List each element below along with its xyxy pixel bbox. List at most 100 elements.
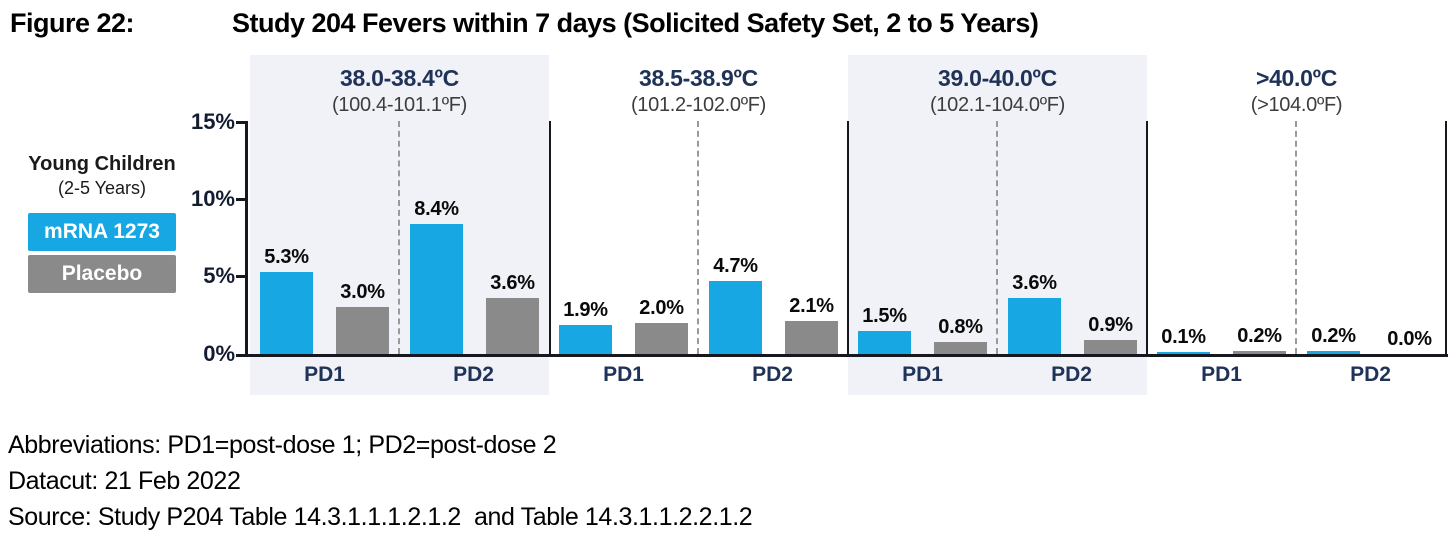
pd1-bar-group: 5.3% 3.0% — [250, 121, 399, 354]
panel-separator-line — [549, 121, 551, 354]
bar-value-label: 3.0% — [340, 281, 385, 304]
abbreviations-note: Abbreviations: PD1=post-dose 1; PD2=post… — [8, 431, 557, 459]
panel-separator-line — [1146, 121, 1148, 354]
bar-value-label: 5.3% — [264, 245, 309, 268]
bar-slot: 0.9% — [1084, 121, 1137, 354]
pd2-label: PD2 — [1350, 363, 1391, 386]
mrna1273-bar — [559, 324, 612, 354]
bar-value-label: 2.0% — [639, 296, 684, 319]
y-tick-5 — [236, 275, 248, 278]
panel-plot-area: 1.9% 2.0% 4.7% 2.1% — [549, 121, 848, 354]
panel-range-celsius: >40.0ºC — [1255, 65, 1338, 91]
pd-divider-dashed-line — [1295, 121, 1297, 354]
y-axis-line — [245, 121, 248, 357]
panel-range-fahrenheit: (101.2-102.0ºF) — [630, 94, 767, 116]
pd-divider-dashed-line — [996, 121, 998, 354]
placebo-bar — [336, 307, 389, 354]
bar-slot: 3.6% — [486, 121, 539, 354]
bar-slot: 4.7% — [709, 121, 762, 354]
y-tick-15 — [236, 121, 248, 124]
dose-labels: PD1 PD2 — [549, 354, 848, 395]
source-note: Source: Study P204 Table 14.3.1.1.1.2.1.… — [8, 503, 753, 531]
pd2-bar-group: 0.2% 0.0% — [1297, 121, 1446, 354]
panel-plot-area: 1.5% 0.8% 3.6% 0.9% — [848, 121, 1147, 354]
legend-age-range: (2-5 Years) — [57, 178, 147, 198]
y-tick-10 — [236, 198, 248, 201]
bar-value-label: 4.7% — [713, 255, 758, 277]
bar-value-label: 1.9% — [563, 298, 608, 321]
placebo-bar — [635, 322, 688, 354]
pd1-bar-group: 1.9% 2.0% — [549, 121, 698, 354]
dose-labels: PD1 PD2 — [848, 354, 1147, 395]
figure-footnotes: Abbreviations: PD1=post-dose 1; PD2=post… — [8, 427, 753, 535]
pd1-label: PD1 — [1201, 363, 1242, 386]
placebo-bar — [1084, 340, 1137, 354]
datacut-note: Datacut: 21 Feb 2022 — [8, 467, 241, 495]
placebo-bar — [785, 321, 838, 354]
bar-value-label: 8.4% — [414, 197, 459, 220]
panel-fever-gt-40-0: >40.0ºC (>104.0ºF) 0.1% 0.2% — [1147, 55, 1446, 395]
mrna1273-bar — [1008, 298, 1061, 354]
bar-value-label: 0.2% — [1311, 324, 1356, 347]
pd2-label: PD2 — [1051, 363, 1092, 386]
mrna1273-bar — [410, 223, 463, 354]
bar-slot: 3.0% — [336, 121, 389, 354]
pd1-label: PD1 — [603, 363, 644, 386]
bar-slot: 0.0% — [1383, 121, 1436, 354]
pd2-bar-group: 3.6% 0.9% — [998, 121, 1147, 354]
pd1-label: PD1 — [902, 363, 943, 386]
dose-labels: PD1 PD2 — [250, 354, 549, 395]
pd1-label: PD1 — [304, 363, 345, 386]
y-tick-label-5: 5% — [203, 263, 235, 288]
x-axis-line — [236, 354, 1448, 357]
chart-legend: Young Children (2-5 Years) mRNA 1273 Pla… — [8, 152, 196, 293]
y-tick-label-15: 15% — [190, 109, 235, 134]
panel-header: 38.5-38.9ºC (101.2-102.0ºF) — [549, 55, 848, 121]
bar-value-label: 0.1% — [1161, 325, 1206, 348]
bar-slot: 3.6% — [1008, 121, 1061, 354]
panel-header: 39.0-40.0ºC (102.1-104.0ºF) — [848, 55, 1147, 121]
panel-range-celsius: 39.0-40.0ºC — [938, 65, 1057, 91]
panel-fever-38-5-to-38-9: 38.5-38.9ºC (101.2-102.0ºF) 1.9% 2.0% — [549, 55, 848, 395]
pd-divider-dashed-line — [398, 121, 400, 354]
mrna1273-bar — [1157, 351, 1210, 354]
panel-separator-line — [847, 121, 849, 354]
panel-range-celsius: 38.0-38.4ºC — [340, 65, 459, 91]
dose-labels: PD1 PD2 — [1147, 354, 1446, 395]
bar-slot: 5.3% — [260, 121, 313, 354]
panel-range-fahrenheit: (>104.0ºF) — [1250, 94, 1343, 116]
figure-title: Study 204 Fevers within 7 days (Solicite… — [232, 8, 1039, 38]
figure-number: Figure 22: — [10, 8, 135, 38]
bar-value-label: 1.5% — [862, 304, 907, 327]
mrna1273-bar — [1307, 350, 1360, 354]
pd-divider-dashed-line — [697, 121, 699, 354]
panel-range-celsius: 38.5-38.9ºC — [639, 65, 758, 91]
placebo-bar — [934, 341, 987, 354]
panel-header: 38.0-38.4ºC (100.4-101.1ºF) — [250, 55, 549, 121]
panel-plot-area: 5.3% 3.0% 8.4% 3.6% — [250, 121, 549, 354]
panel-fever-38-0-to-38-4: 38.0-38.4ºC (100.4-101.1ºF) 5.3% 3.0% — [250, 55, 549, 395]
legend-population: Young Children — [28, 153, 176, 175]
figure-header: Figure 22: Study 204 Fevers within 7 day… — [0, 8, 1456, 44]
bar-slot: 2.0% — [635, 121, 688, 354]
panel-range-fahrenheit: (100.4-101.1ºF) — [331, 94, 468, 116]
fever-bar-chart: Young Children (2-5 Years) mRNA 1273 Pla… — [0, 55, 1456, 400]
legend-mrna1273-swatch: mRNA 1273 — [28, 213, 176, 251]
bar-slot: 0.2% — [1307, 121, 1360, 354]
panel-plot-area: 0.1% 0.2% 0.2% 0.0% — [1147, 121, 1446, 354]
bar-value-label: 0.8% — [938, 315, 983, 338]
bar-value-label: 3.6% — [490, 272, 535, 295]
bar-value-label: 2.1% — [789, 295, 834, 318]
pd2-label: PD2 — [752, 363, 793, 386]
mrna1273-bar — [858, 330, 911, 354]
panel-header: >40.0ºC (>104.0ºF) — [1147, 55, 1446, 121]
placebo-bar — [486, 298, 539, 354]
legend-placebo-swatch: Placebo — [28, 255, 176, 293]
y-tick-label-0: 0% — [203, 341, 235, 366]
bar-slot: 0.2% — [1233, 121, 1286, 354]
pd1-bar-group: 1.5% 0.8% — [848, 121, 997, 354]
pd2-bar-group: 4.7% 2.1% — [699, 121, 848, 354]
bar-value-label: 0.0% — [1387, 328, 1432, 350]
placebo-bar — [1233, 350, 1286, 354]
